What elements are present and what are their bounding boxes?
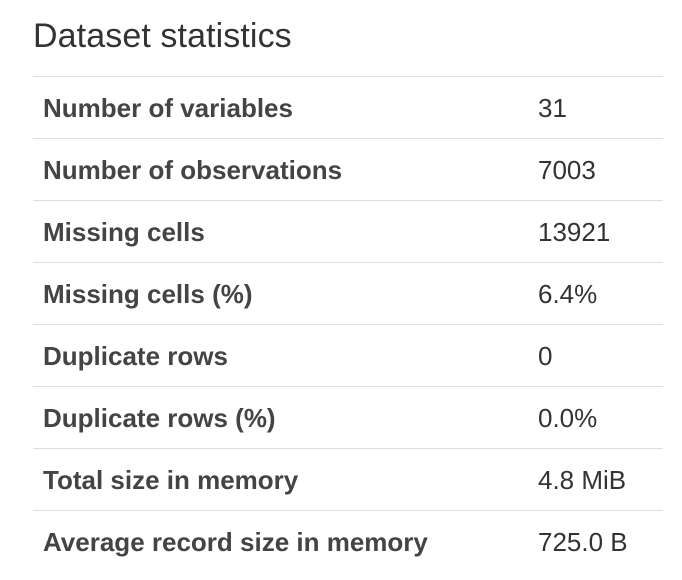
row-value: 6.4% — [538, 278, 598, 309]
table-row: Number of variables 31 — [33, 76, 663, 139]
row-label: Missing cells — [43, 216, 205, 247]
row-label: Average record size in memory — [43, 526, 428, 557]
table-row: Duplicate rows (%) 0.0% — [33, 386, 663, 449]
row-label: Duplicate rows — [43, 340, 228, 371]
table-row: Number of observations 7003 — [33, 138, 663, 201]
row-value: 725.0 B — [538, 526, 628, 557]
table-row: Total size in memory 4.8 MiB — [33, 448, 663, 511]
row-label: Number of observations — [43, 154, 343, 185]
statistics-table: Number of variables 31 Number of observa… — [33, 76, 663, 573]
row-label: Number of variables — [43, 92, 293, 123]
row-value: 31 — [538, 92, 567, 123]
row-value: 13921 — [538, 216, 611, 247]
row-value: 0.0% — [538, 402, 598, 433]
row-value: 4.8 MiB — [538, 464, 627, 495]
table-row: Duplicate rows 0 — [33, 324, 663, 387]
row-value: 0 — [538, 340, 553, 371]
table-row: Missing cells 13921 — [33, 200, 663, 263]
row-label: Duplicate rows (%) — [43, 402, 276, 433]
table-row: Average record size in memory 725.0 B — [33, 510, 663, 573]
row-label: Missing cells (%) — [43, 278, 253, 309]
section-title: Dataset statistics — [33, 17, 292, 55]
row-value: 7003 — [538, 154, 596, 185]
table-row: Missing cells (%) 6.4% — [33, 262, 663, 325]
row-label: Total size in memory — [43, 464, 299, 495]
